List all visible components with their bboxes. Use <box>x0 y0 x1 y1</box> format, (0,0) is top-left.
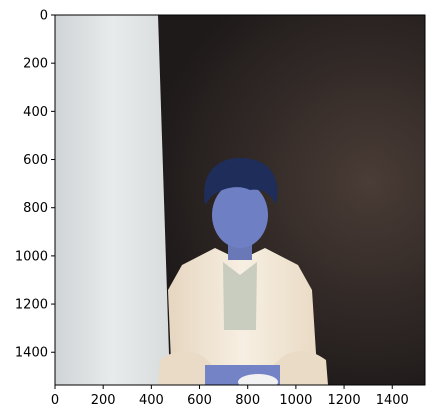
y-tick-label: 200 <box>23 57 48 72</box>
y-tick-label: 400 <box>23 105 48 120</box>
y-tick-label: 800 <box>23 201 48 216</box>
object-in-lap <box>238 374 278 385</box>
inner-shirt <box>223 262 257 330</box>
x-tick-label: 0 <box>51 393 59 408</box>
y-axis: 0 200 400 600 800 1000 1200 1400 <box>15 9 55 361</box>
x-tick-label: 400 <box>139 393 164 408</box>
x-tick-label: 1400 <box>376 393 409 408</box>
x-tick-label: 600 <box>187 393 212 408</box>
x-tick-label: 1000 <box>279 393 312 408</box>
x-tick-label: 200 <box>91 393 116 408</box>
white-wall <box>55 15 170 385</box>
hair <box>204 158 278 205</box>
x-tick-label: 800 <box>235 393 260 408</box>
arms-right <box>274 350 328 385</box>
x-tick-label: 1200 <box>328 393 361 408</box>
plot-frame <box>54 14 426 386</box>
x-axis: 0 200 400 600 800 1000 1200 1400 <box>51 385 409 408</box>
photo-image <box>55 15 425 385</box>
y-tick-label: 1400 <box>15 346 48 361</box>
arms <box>158 350 212 385</box>
y-tick-label: 0 <box>40 9 48 24</box>
face <box>212 182 268 248</box>
y-tick-label: 1000 <box>15 249 48 264</box>
y-tick-label: 600 <box>23 153 48 168</box>
y-tick-label: 1200 <box>15 298 48 313</box>
